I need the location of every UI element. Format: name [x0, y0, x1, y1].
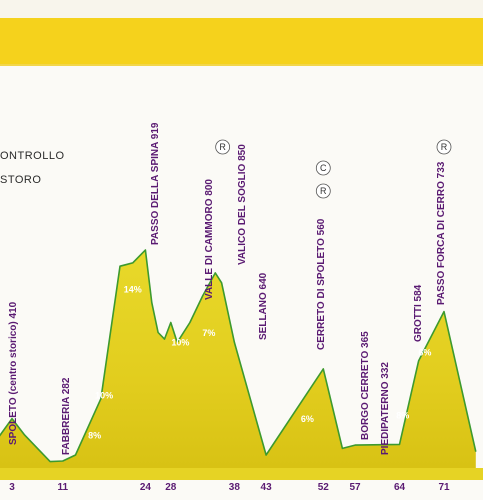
checkpoint-marker — [436, 139, 452, 155]
elevation-area — [0, 250, 476, 468]
place-label: PIEDIPATERNO 332 — [380, 362, 391, 455]
km-tick-label: 3 — [9, 482, 15, 493]
place-label: PASSO DELLA SPINA 919 — [150, 122, 161, 245]
place-label: SPOLETO (centro storico) 410 — [8, 301, 19, 445]
km-tick-label: 24 — [140, 482, 152, 493]
header-divider — [0, 64, 483, 66]
km-tick-label: 11 — [58, 482, 69, 493]
gradient-label: 10% — [171, 338, 189, 348]
km-tick-label: 57 — [349, 482, 361, 493]
checkpoint-marker-letter: R — [320, 186, 327, 196]
gradient-label: 10% — [95, 391, 113, 401]
place-label: VALICO DEL SOGLIO 850 — [237, 144, 248, 265]
checkpoint-marker — [215, 139, 231, 155]
gradient-label: 7% — [202, 328, 215, 338]
place-label: GROTTI 584 — [413, 284, 424, 342]
km-tick-label: 38 — [229, 482, 241, 493]
elevation-outline — [0, 249, 477, 463]
km-tick-label: 28 — [165, 482, 177, 493]
km-strip — [0, 468, 483, 480]
legend-control-label: ONTROLLO — [0, 150, 65, 162]
checkpoint-marker-letter: R — [219, 142, 226, 152]
checkpoint-marker-letter: C — [320, 163, 327, 173]
place-label: SELLANO 640 — [258, 272, 269, 340]
checkpoint-marker — [315, 160, 331, 176]
place-label: CERRETO DI SPOLETO 560 — [316, 218, 327, 350]
km-tick-label: 43 — [261, 482, 273, 493]
place-label: FABBRERIA 282 — [61, 377, 72, 455]
checkpoint-marker-letter: R — [441, 142, 448, 152]
km-tick-label: 71 — [438, 482, 450, 493]
gradient-label: 6% — [418, 348, 431, 358]
place-label: BORGO CERRETO 365 — [360, 331, 371, 440]
place-label: PASSO FORCA DI CERRO 733 — [436, 161, 447, 305]
km-tick-label: 52 — [318, 482, 330, 493]
gradient-label: 6% — [301, 414, 314, 424]
place-label: VALLE DI CAMMORO 800 — [204, 179, 215, 300]
header-strip — [0, 0, 483, 18]
checkpoint-marker — [315, 183, 331, 199]
gradient-label: 8% — [88, 430, 101, 440]
km-tick-label: 64 — [394, 482, 406, 493]
gradient-label: 14% — [124, 285, 142, 295]
gradient-label: 8% — [396, 411, 409, 421]
legend-historic-label: STORO — [0, 174, 42, 186]
